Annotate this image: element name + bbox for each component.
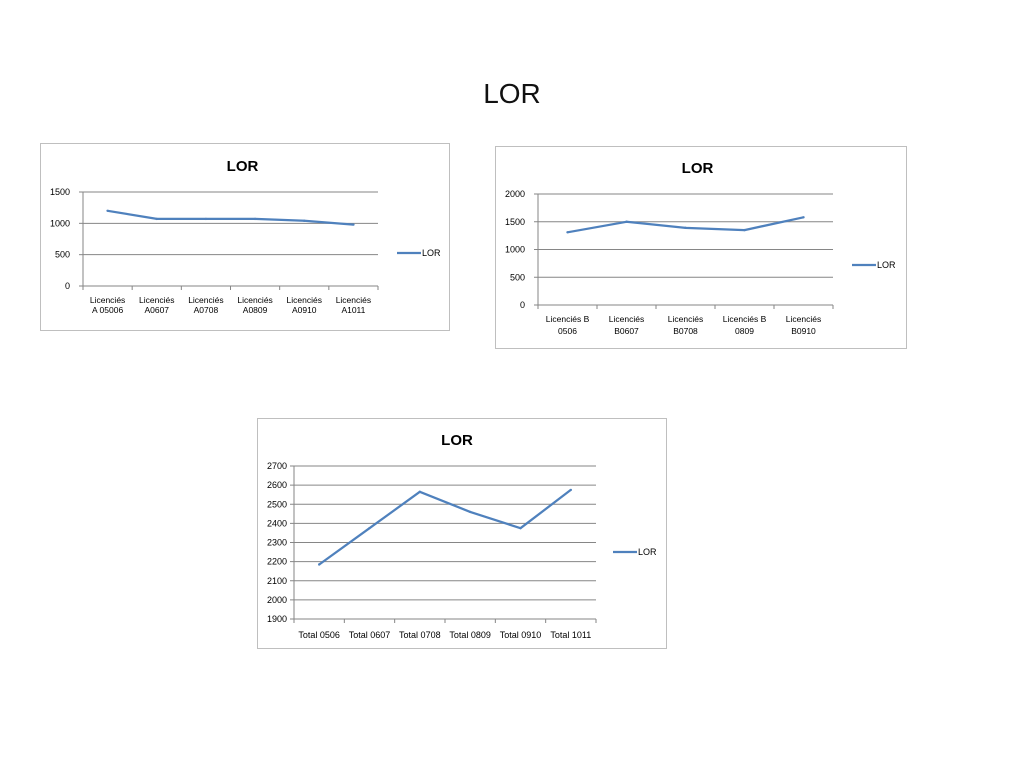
data-point	[317, 563, 321, 566]
y-tick-label: 2000	[505, 189, 525, 199]
legend-label: LOR	[877, 260, 896, 270]
x-tick-label-line: Licenciés	[188, 295, 223, 305]
data-point	[566, 231, 569, 234]
x-tick-label-line: Licenciés	[668, 314, 703, 324]
x-tick-label: Total 0910	[500, 630, 542, 640]
slide-title: LOR	[483, 78, 541, 109]
y-tick-label: 2000	[267, 595, 287, 605]
data-point	[569, 488, 573, 492]
data-point	[303, 219, 306, 223]
y-tick-label: 2300	[267, 538, 287, 548]
x-tick-label-line: Total 1011	[550, 630, 591, 640]
y-tick-label: 1900	[267, 614, 287, 624]
x-tick-label-line: Licenciés	[237, 295, 272, 305]
y-tick-label: 2600	[267, 480, 287, 490]
x-tick-label-line: Licenciés	[336, 295, 371, 305]
x-tick-label: Licenciés B 0506	[546, 314, 590, 336]
x-tick-label: Total 0506	[298, 630, 340, 640]
x-tick-label-line: Licenciés B	[546, 314, 590, 324]
chart-frame	[495, 146, 907, 349]
y-tick-label: 500	[55, 250, 70, 260]
x-tick-label: Licenciés A0708	[188, 295, 223, 315]
x-tick-label-line: B0910	[791, 326, 816, 336]
series-line-lor	[318, 489, 572, 566]
chart-frame	[257, 418, 667, 649]
chart-lor-total: LOR 1900 2000 2100 2200 2300 2400 2500 2600 2700 T…	[257, 418, 667, 649]
y-tick-label: 1500	[505, 217, 525, 227]
x-tick-label: Licenciés A 05006	[90, 295, 125, 315]
x-tick-label: Licenciés A1011	[336, 295, 371, 315]
data-point	[468, 510, 472, 514]
data-point	[418, 490, 422, 494]
x-tick-label-line: A0708	[194, 305, 219, 315]
chart-title: LOR	[227, 158, 259, 175]
x-tick-label-line: Total 0809	[449, 630, 491, 640]
x-tick-label: Licenciés A0809	[237, 295, 272, 315]
data-point	[352, 223, 355, 226]
data-point	[155, 217, 158, 221]
x-tick-label: Total 1011	[550, 630, 591, 640]
legend-label: LOR	[422, 248, 441, 258]
x-tick-label-line: Licenciés B	[723, 314, 767, 324]
x-tick-label: Licenciés B0910	[786, 314, 821, 336]
y-tick-label: 2500	[267, 499, 287, 509]
x-tick-label-line: Total 0708	[399, 630, 441, 640]
series-line-lor	[107, 209, 354, 226]
x-tick-label-line: A0607	[144, 305, 169, 315]
y-tick-label: 1000	[505, 245, 525, 255]
data-point	[204, 217, 208, 221]
x-tick-label-line: 0809	[735, 326, 754, 336]
chart-title: LOR	[682, 160, 714, 177]
x-tick-label: Total 0809	[449, 630, 491, 640]
data-point	[519, 526, 522, 530]
x-tick-label: Total 0607	[349, 630, 391, 640]
y-tick-label: 1000	[50, 218, 70, 228]
y-tick-label: 2200	[267, 557, 287, 567]
y-tick-label: 1500	[50, 187, 70, 197]
data-point	[625, 220, 628, 223]
y-tick-label: 0	[520, 300, 525, 310]
x-tick-label-line: Licenciés	[90, 295, 125, 305]
x-tick-label-line: Total 0910	[500, 630, 542, 640]
data-point	[802, 216, 805, 219]
x-tick-label-line: A0910	[292, 305, 317, 315]
x-tick-label: Licenciés B0708	[668, 314, 703, 336]
chart-title: LOR	[441, 432, 473, 449]
x-tick-label-line: Licenciés	[287, 295, 322, 305]
x-tick-label: Total 0708	[399, 630, 441, 640]
data-point	[684, 226, 687, 230]
data-point	[743, 228, 746, 232]
x-tick-label: Licenciés A0607	[139, 295, 174, 315]
x-tick-label-line: Total 0607	[349, 630, 391, 640]
chart-frame	[40, 143, 450, 331]
x-tick-label-line: Licenciés	[609, 314, 644, 324]
y-tick-label: 2100	[267, 576, 287, 586]
data-point	[106, 209, 109, 212]
x-tick-label: Licenciés B0607	[609, 314, 644, 336]
x-tick-label-line: Licenciés	[139, 295, 174, 305]
data-point	[368, 526, 371, 530]
x-tick-label-line: Licenciés	[786, 314, 821, 324]
x-tick-label: Licenciés A0910	[287, 295, 322, 315]
legend-label: LOR	[638, 547, 657, 557]
x-tick-label: Licenciés B 0809	[723, 314, 767, 336]
x-tick-label-line: A0809	[243, 305, 268, 315]
y-tick-label: 500	[510, 272, 525, 282]
x-tick-label-line: 0506	[558, 326, 577, 336]
x-tick-label-line: A 05006	[92, 305, 123, 315]
x-tick-label-line: B0708	[673, 326, 698, 336]
x-tick-label-line: Total 0506	[298, 630, 340, 640]
data-point	[253, 217, 257, 221]
x-tick-label-line: A1011	[341, 305, 365, 315]
y-tick-label: 0	[65, 281, 70, 291]
x-tick-label-line: B0607	[614, 326, 639, 336]
y-tick-label: 2400	[267, 518, 287, 528]
y-tick-label: 2700	[267, 461, 287, 471]
